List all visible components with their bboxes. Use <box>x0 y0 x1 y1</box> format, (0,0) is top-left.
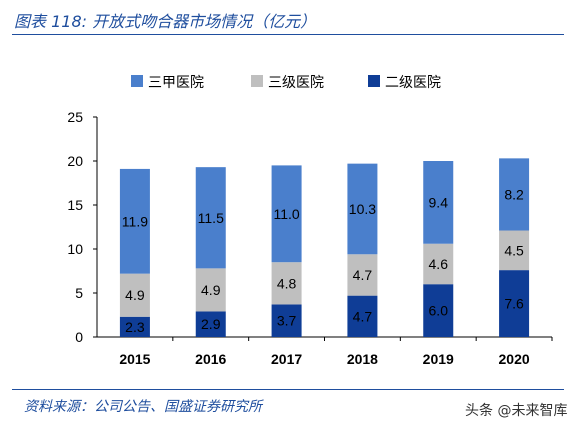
bar-segment <box>423 243 454 285</box>
x-tick-label: 2016 <box>195 351 226 367</box>
stacked-bar-chart: 0 5 10 15 20 25 2.3 4.9 11.9 2015 2.9 4.9 11.5 2016 3.… <box>67 75 553 367</box>
bar-segment <box>119 273 150 317</box>
bar-segment <box>423 161 454 244</box>
data-label: 7.6 <box>504 296 524 312</box>
bar-segment <box>499 158 530 231</box>
bar-segment <box>499 230 530 271</box>
legend-swatch <box>131 75 143 87</box>
legend-swatch <box>251 75 263 87</box>
y-tick-label: 25 <box>67 109 83 125</box>
data-label: 8.2 <box>504 186 524 202</box>
y-tick-label: 0 <box>75 329 83 345</box>
bar-segment <box>271 165 302 263</box>
bar-segment <box>347 163 378 255</box>
legend-swatch <box>368 75 380 87</box>
bar-segment <box>195 311 226 337</box>
chart-title: 图表 118: 开放式吻合器市场情况（亿元） <box>14 12 317 31</box>
bar-segment <box>347 295 378 337</box>
data-label: 3.7 <box>277 313 297 329</box>
data-label: 10.3 <box>349 201 376 217</box>
y-tick-label: 15 <box>67 197 83 213</box>
data-label: 6.0 <box>429 303 449 319</box>
data-label: 11.0 <box>273 206 299 222</box>
bar-segment <box>119 316 150 337</box>
data-label: 2.3 <box>125 319 145 335</box>
bar-segment <box>423 284 454 337</box>
y-tick-label: 5 <box>75 285 83 301</box>
data-label: 4.7 <box>353 267 373 283</box>
data-label: 9.4 <box>429 194 449 210</box>
data-label: 11.5 <box>198 210 224 226</box>
x-tick-label: 2020 <box>499 351 530 367</box>
watermark-text: 头条 @未来智库 <box>465 403 568 419</box>
bar-segment <box>119 168 150 274</box>
bar-segment <box>271 262 302 305</box>
x-tick-label: 2019 <box>423 351 454 367</box>
data-label: 4.6 <box>429 256 449 272</box>
bar-segment <box>195 167 226 269</box>
legend-label: 三级医院 <box>268 75 324 91</box>
bar-segment <box>499 270 530 337</box>
data-label: 4.5 <box>504 242 524 258</box>
bar-segment <box>271 304 302 337</box>
y-tick-label: 10 <box>67 241 83 257</box>
data-label: 11.9 <box>122 213 148 229</box>
data-label: 2.9 <box>201 316 221 332</box>
bar-segment <box>347 254 378 296</box>
data-label: 4.9 <box>201 282 221 298</box>
legend-label: 三甲医院 <box>148 75 204 91</box>
x-tick-label: 2015 <box>119 351 150 367</box>
title-divider <box>12 34 564 35</box>
source-divider <box>12 389 564 390</box>
x-tick-label: 2017 <box>271 351 302 367</box>
bar-segment <box>195 268 226 312</box>
data-label: 4.8 <box>277 275 297 291</box>
source-note: 资料来源：公司公告、国盛证券研究所 <box>24 399 262 415</box>
data-label: 4.9 <box>125 287 145 303</box>
data-label: 4.7 <box>353 308 373 324</box>
x-tick-label: 2018 <box>347 351 378 367</box>
legend-label: 二级医院 <box>385 75 441 91</box>
y-tick-label: 20 <box>67 153 83 169</box>
